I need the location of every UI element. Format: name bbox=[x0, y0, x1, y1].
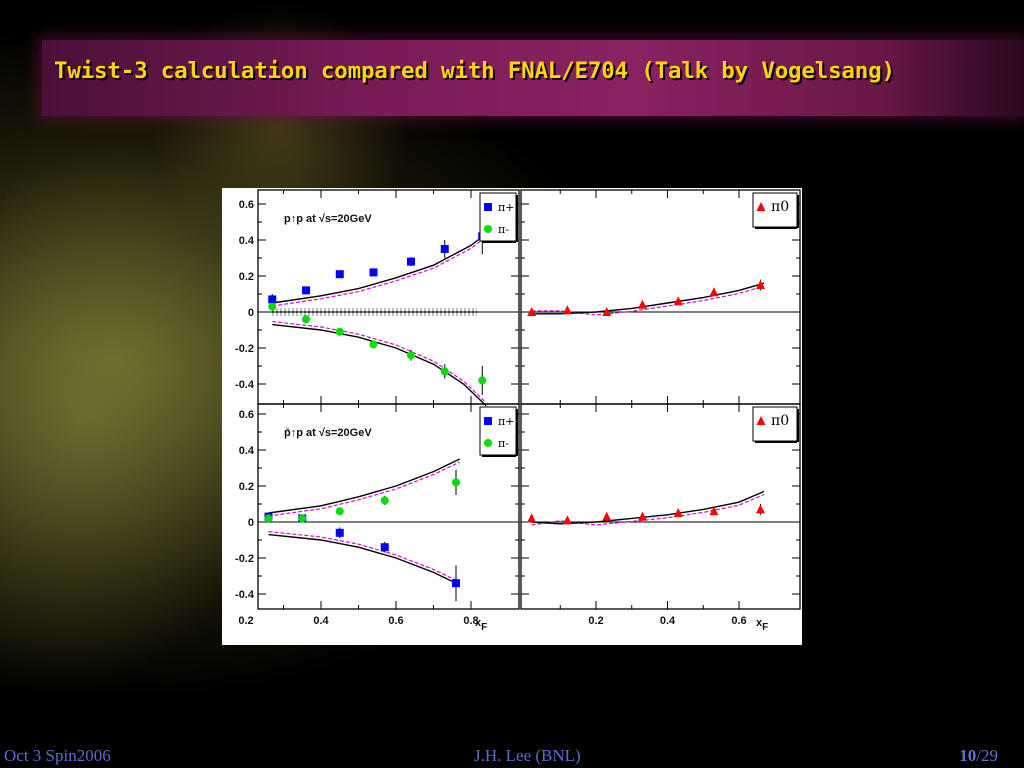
data-point-square bbox=[335, 270, 344, 279]
panel-top-left: 0.6 0.4 0.2 0 -0.2 -0.4 p↑p at √s=20GeV π+ π- bbox=[235, 189, 520, 407]
data-point-circle bbox=[440, 367, 449, 376]
y-tick-label: 0.2 bbox=[239, 271, 254, 283]
page-current: 10 bbox=[959, 746, 977, 765]
legend-label: π0 bbox=[771, 199, 789, 215]
legend-label: π- bbox=[498, 437, 509, 450]
theory-curve bbox=[272, 323, 487, 407]
data-point-circle bbox=[478, 376, 487, 385]
title-band bbox=[42, 40, 1024, 116]
y-tick-label: 0.6 bbox=[239, 409, 254, 421]
data-point-square bbox=[335, 528, 344, 537]
data-point-circle bbox=[369, 340, 378, 349]
panel-annotation: p↑p at √s=20GeV bbox=[284, 213, 372, 225]
x-tick-label: 0.8 bbox=[463, 615, 478, 627]
data-point-circle bbox=[264, 514, 273, 523]
data-point-circle bbox=[268, 302, 277, 311]
y-tick-label: 0 bbox=[248, 307, 254, 319]
data-point-triangle bbox=[527, 307, 537, 316]
page-total: /29 bbox=[976, 746, 998, 765]
x-tick-label: 0.6 bbox=[388, 615, 403, 627]
x-tick-label: 0.2 bbox=[588, 615, 603, 627]
x-tick-label: 0.4 bbox=[313, 615, 329, 627]
legend-label: π+ bbox=[498, 415, 514, 428]
data-point-square bbox=[407, 257, 415, 266]
chart-figure: 0.6 0.4 0.2 0 -0.2 -0.4 p↑p at √s=20GeV π+ π-π0 0… bbox=[222, 188, 802, 645]
y-tick-label: 0.4 bbox=[239, 235, 255, 247]
data-point-triangle bbox=[709, 506, 719, 516]
footer-date: Oct 3 Spin2006 bbox=[4, 746, 111, 765]
data-point-triangle bbox=[527, 513, 537, 523]
data-point-circle bbox=[452, 478, 460, 487]
y-tick-label: -0.4 bbox=[235, 379, 255, 391]
legend-label: π- bbox=[498, 223, 509, 236]
x-axis-label: xF bbox=[756, 617, 768, 633]
data-point-circle bbox=[302, 315, 310, 324]
x-axis-label-subscript: F bbox=[481, 622, 487, 633]
data-point-circle bbox=[407, 351, 415, 360]
panel-annotation: p̄↑p at √s=20GeV bbox=[284, 427, 372, 439]
data-point-triangle bbox=[673, 508, 683, 517]
theory-curve bbox=[272, 230, 491, 304]
y-tick-label: 0.2 bbox=[239, 481, 254, 493]
footer-author: J.H. Lee (BNL) bbox=[474, 746, 581, 765]
slide-title: Twist-3 calculation compared with FNAL/E… bbox=[54, 58, 895, 84]
legend-marker bbox=[484, 203, 492, 211]
y-tick-label: -0.2 bbox=[235, 553, 254, 565]
legend-marker bbox=[484, 439, 492, 447]
legend-marker bbox=[484, 417, 492, 425]
data-point-square bbox=[302, 286, 310, 295]
theory-curve-band bbox=[272, 321, 487, 404]
data-point-square bbox=[369, 268, 378, 277]
legend-box bbox=[479, 406, 517, 456]
y-tick-label: -0.2 bbox=[235, 343, 254, 355]
theory-curve-band bbox=[268, 461, 460, 517]
data-point-square bbox=[440, 245, 449, 253]
panel-bottom-right: 0.2 0.4 0.6 xF π0 bbox=[520, 403, 801, 633]
data-point-triangle bbox=[673, 296, 683, 306]
data-point-circle bbox=[298, 514, 307, 523]
theory-curve bbox=[268, 458, 461, 514]
data-point-circle bbox=[380, 496, 389, 505]
data-point-triangle bbox=[709, 287, 719, 297]
legend-marker bbox=[756, 416, 766, 425]
y-tick-label: 0 bbox=[248, 517, 254, 529]
legend-label: π+ bbox=[498, 201, 514, 214]
legend-label: π0 bbox=[771, 413, 789, 429]
data-point-triangle bbox=[562, 515, 572, 525]
footer-page-number: 10/29 bbox=[959, 746, 998, 766]
panel-frame bbox=[520, 403, 801, 610]
data-point-triangle bbox=[755, 280, 765, 289]
data-point-triangle bbox=[637, 299, 647, 309]
panel-frame bbox=[257, 403, 520, 610]
theory-curve-band bbox=[272, 233, 491, 307]
y-tick-label: 0.4 bbox=[239, 445, 255, 457]
x-tick-label: 0.6 bbox=[731, 615, 746, 627]
y-tick-label: 0.6 bbox=[239, 199, 254, 211]
data-point-circle bbox=[335, 507, 344, 516]
panel-top-right: π0 bbox=[520, 189, 801, 405]
panel-bottom-left: 0.6 0.4 0.2 0 -0.2 -0.4 0.2 0.4 0.6 0.8xF p̄↑p at … bbox=[235, 403, 520, 633]
data-point-triangle bbox=[562, 305, 572, 315]
data-point-square bbox=[380, 543, 389, 552]
legend-marker bbox=[484, 225, 492, 233]
data-point-triangle bbox=[602, 511, 612, 521]
x-tick-label: 0.2 bbox=[238, 615, 253, 627]
theory-curve-band bbox=[268, 531, 460, 583]
x-tick-label: 0.4 bbox=[660, 615, 676, 627]
data-point-triangle bbox=[602, 307, 612, 316]
data-point-triangle bbox=[755, 504, 765, 514]
legend-box bbox=[479, 192, 517, 242]
data-point-square bbox=[268, 295, 277, 304]
x-axis-label: xF bbox=[475, 617, 487, 633]
data-point-circle bbox=[335, 327, 344, 336]
y-tick-label: -0.4 bbox=[235, 589, 255, 601]
data-point-triangle bbox=[637, 511, 647, 521]
theory-curve bbox=[268, 533, 461, 586]
legend-marker bbox=[756, 202, 766, 211]
x-axis-label-subscript: F bbox=[762, 622, 768, 633]
chart-svg: 0.60.40.20-0.2-0.4p↑p at √s=20GeVπ+π-π00… bbox=[235, 189, 801, 633]
data-point-square bbox=[452, 579, 460, 588]
